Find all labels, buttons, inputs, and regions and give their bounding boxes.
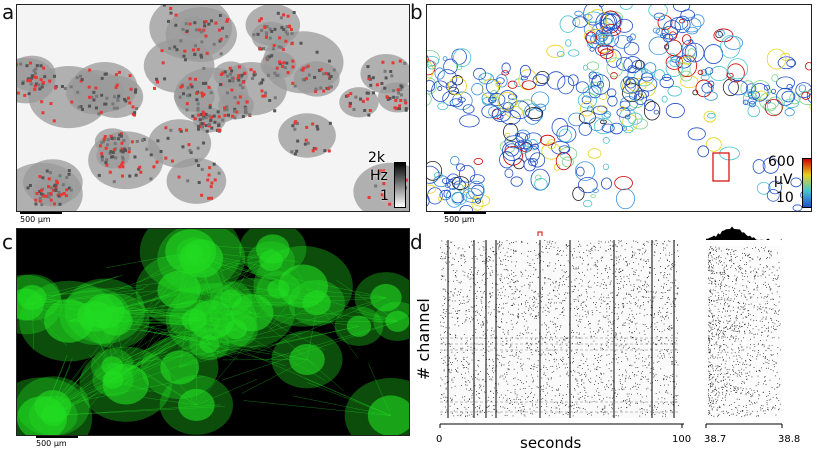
scale-bar-c: 500 μm — [36, 436, 78, 448]
scale-bar-b: 500 μm — [444, 212, 486, 224]
zoom-x0: 38.7 — [704, 434, 727, 445]
fluorescence-svg — [17, 229, 409, 435]
contour-image — [427, 5, 811, 211]
raster-ylabel: # channel — [414, 298, 433, 380]
colorbar-b-bottom: 10 — [776, 190, 794, 206]
zoom-x1: 38.8 — [778, 434, 801, 445]
colorbar-a-top: 2k — [368, 150, 386, 166]
scale-bar-c-label: 500 μm — [36, 439, 67, 448]
fluorescence-image — [16, 228, 410, 436]
firing-rate-image — [17, 5, 409, 211]
panel-letter-d: d — [410, 230, 423, 254]
colorbar-b-unit: μV — [774, 172, 793, 188]
firing-rate-map — [16, 4, 410, 212]
raster-x1: 100 — [672, 434, 692, 445]
colorbar-a — [394, 162, 406, 208]
raster-x0: 0 — [436, 434, 443, 445]
colorbar-a-unit: Hz — [370, 168, 388, 184]
colorbar-a-bottom: 1 — [380, 188, 389, 204]
panel-letter-b: b — [410, 0, 423, 24]
colorbar-b-top: 600 — [768, 154, 795, 170]
panel-letter-c: c — [2, 230, 13, 254]
scale-bar-b-label: 500 μm — [444, 215, 475, 224]
amplitude-contour-map — [426, 4, 812, 212]
panel-letter-a: a — [2, 0, 15, 24]
scale-bar-a: 500 μm — [20, 212, 62, 224]
raster-plot — [439, 226, 783, 428]
colorbar-b — [802, 158, 812, 208]
raster-xlabel: seconds — [520, 434, 582, 452]
scale-bar-a-label: 500 μm — [20, 215, 51, 224]
